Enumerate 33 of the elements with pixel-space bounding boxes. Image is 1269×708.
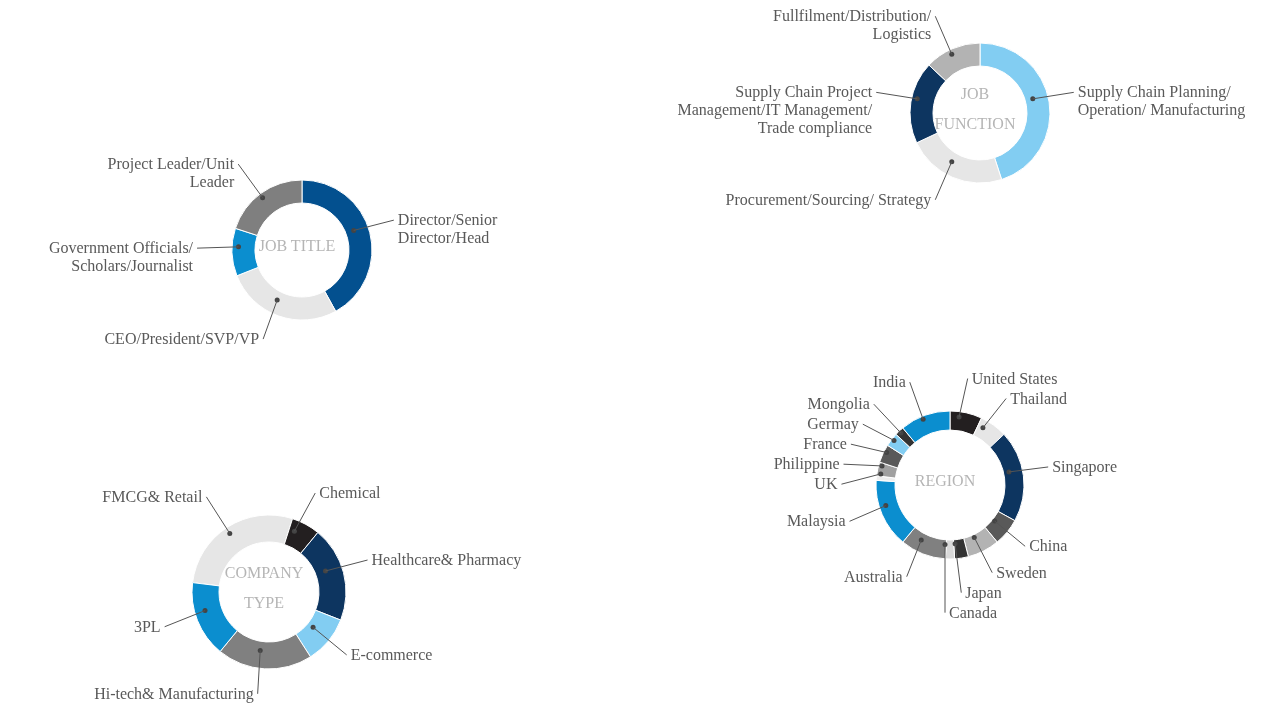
slice-label: France [803,435,847,453]
slice-label: Singapore [1052,457,1118,476]
slice-label: India [872,373,906,391]
slice-label: 3PL [133,617,161,635]
slice-label: Project Leader/Unit Leader [107,155,235,191]
slice-label: Supply Chain Project Management/IT Management/ Trade compliance [677,83,873,138]
slice-label: Chemical [319,484,382,502]
text: COMPANY TYPE [224,564,304,611]
slice-label: Canada [949,603,997,621]
slice-label: Director/Senior Director/Head [397,211,499,247]
slice-label: Sweden [996,563,1047,581]
slice-label: Healthcare& Pharmacy [371,551,522,570]
slice-label: Supply Chain Planning/ Operation/ Manufacturing [1077,83,1246,120]
slice-label: Procurement/Sourcing/ Strategy [725,190,932,209]
slice-label: FMCG& Retail [102,487,203,505]
text: JOB TITLE [258,237,336,254]
slice-label: CEO/President/SVP/VP [104,330,260,348]
slice-label: Thailand [1010,389,1067,407]
slice-label: Australia [844,567,903,585]
slice-label: Fullfilment/Distribution/ Logistics [773,7,932,44]
text: REGION [914,472,976,489]
slice-label: Japan [965,583,1002,602]
text: JOB FUNCTION [934,85,1016,132]
slice-label: Hi-tech& Manufacturing [94,684,254,703]
slice-label: China [1029,537,1068,555]
slice-label: E-commerce [350,645,433,663]
slice-label: Malaysia [786,512,846,531]
slice-label: United States [971,369,1058,387]
slice-label: Government Officials/Scholars/Journalist [48,239,194,275]
slice-label: Philippine [773,455,840,474]
slice-label: UK [814,475,838,493]
slice-label: Mongolia [807,395,870,414]
slice-label: Germay [807,415,859,434]
